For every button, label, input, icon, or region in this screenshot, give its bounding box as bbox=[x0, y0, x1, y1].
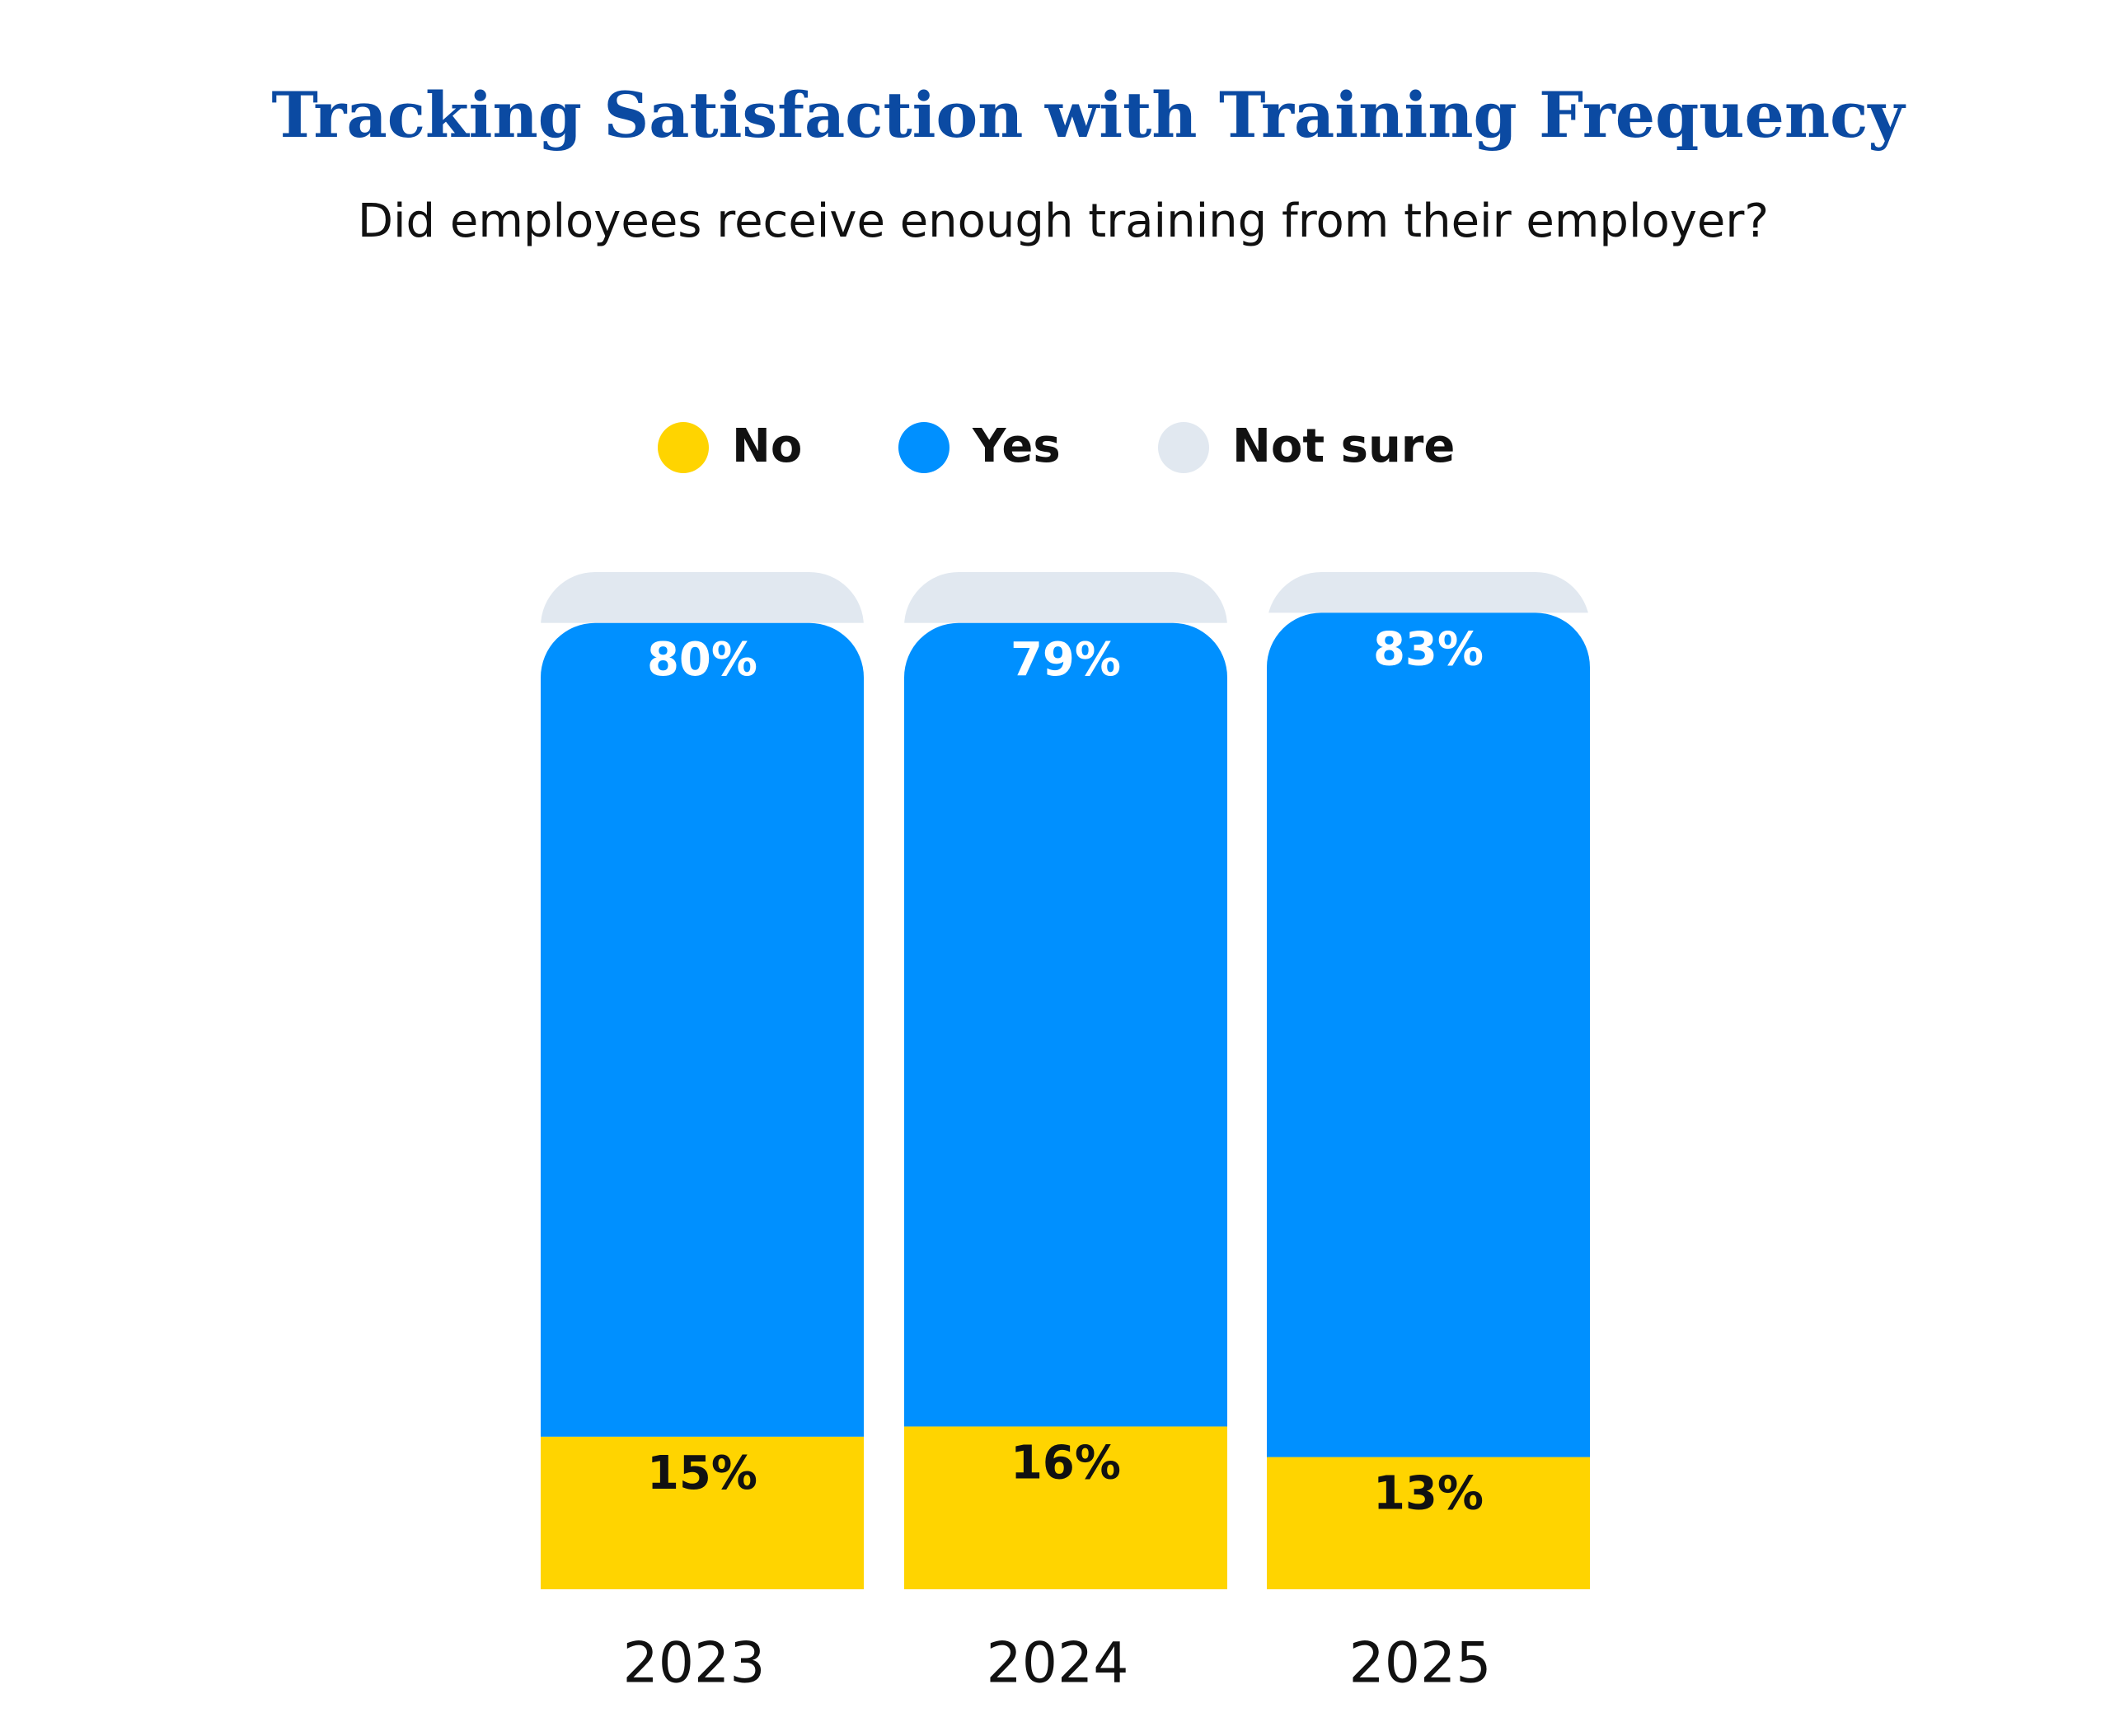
bar-segment bbox=[1267, 1457, 1590, 1589]
legend-swatch bbox=[898, 422, 950, 473]
data-label: 80% bbox=[647, 633, 757, 687]
legend-label: Not sure bbox=[1232, 420, 1455, 473]
data-label: 79% bbox=[1010, 633, 1121, 687]
legend-label: Yes bbox=[972, 420, 1061, 473]
bar-group bbox=[1267, 572, 1590, 1589]
x-tick-label: 2025 bbox=[1348, 1631, 1491, 1696]
bar-segment bbox=[1267, 612, 1590, 1457]
x-tick-label: 2024 bbox=[986, 1631, 1128, 1696]
bar-group bbox=[904, 572, 1227, 1589]
bar-segment bbox=[904, 572, 1227, 623]
data-label: 15% bbox=[647, 1447, 757, 1500]
bar-segment bbox=[541, 622, 864, 1437]
chart-subtitle: Did employees receive enough training fr… bbox=[358, 195, 1769, 248]
legend-label: No bbox=[732, 420, 802, 473]
bar-segment bbox=[541, 572, 864, 623]
chart-title: Tracking Satisfaction with Training Freq… bbox=[271, 78, 1906, 152]
data-label: 83% bbox=[1373, 623, 1484, 677]
legend-swatch bbox=[658, 422, 709, 473]
bar-segment bbox=[541, 1436, 864, 1589]
data-label: 13% bbox=[1373, 1467, 1484, 1521]
bar-segment bbox=[1267, 572, 1590, 613]
x-tick-label: 2023 bbox=[622, 1631, 765, 1696]
bar-segment bbox=[904, 1426, 1227, 1589]
data-label: 16% bbox=[1010, 1437, 1121, 1490]
bar-segment bbox=[904, 622, 1227, 1427]
bar-group bbox=[541, 572, 864, 1589]
legend-swatch bbox=[1158, 422, 1209, 473]
